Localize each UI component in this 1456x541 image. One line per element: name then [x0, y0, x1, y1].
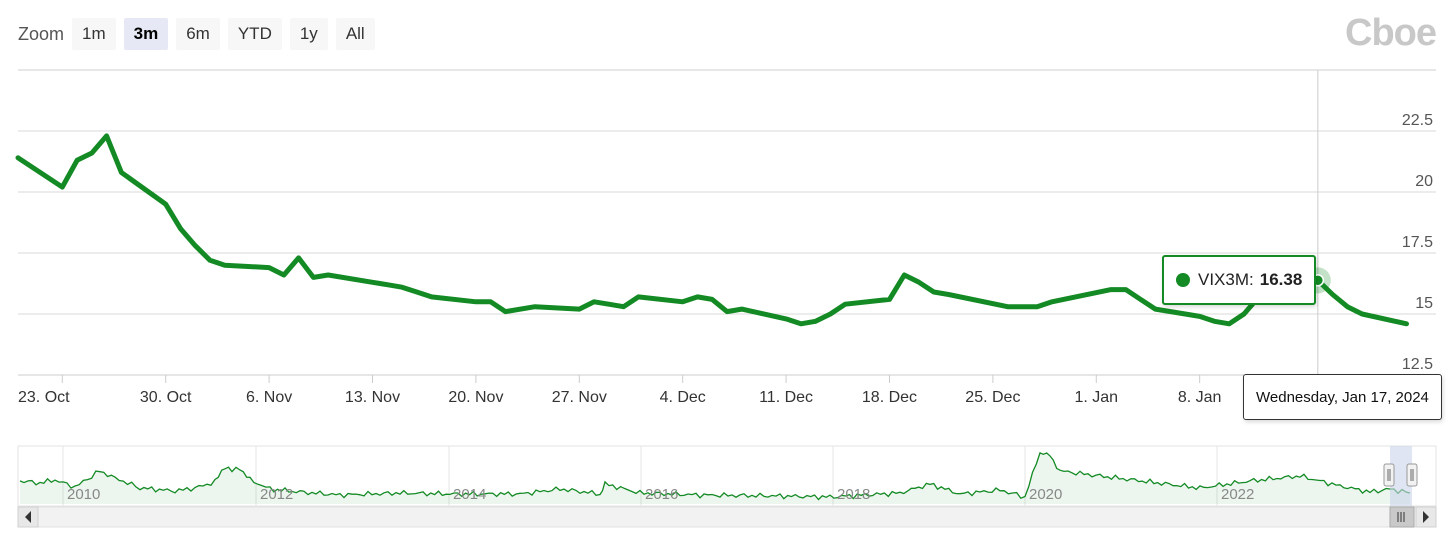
x-axis-ticks: 23. Oct 30. Oct 6. Nov 13. Nov 20. Nov 27. No…	[18, 375, 1221, 406]
navigator-grid	[62, 446, 1218, 506]
zoom-button-6m[interactable]: 6m	[176, 18, 220, 50]
navigator-year-label: 2012	[260, 486, 293, 503]
x-tick-label: 8. Jan	[1178, 389, 1222, 406]
grid-lines	[18, 130, 1436, 376]
series-dot-icon	[1176, 273, 1190, 287]
x-tick-label: 11. Dec	[759, 389, 813, 406]
zoom-button-3m[interactable]: 3m	[123, 18, 169, 50]
x-tick-label: 18. Dec	[862, 389, 917, 406]
navigator-year-label: 2010	[67, 486, 100, 503]
x-tick-label: 23. Oct	[18, 389, 70, 406]
x-tick-label: 30. Oct	[140, 389, 192, 406]
navigator-year-label: 2020	[1029, 486, 1062, 503]
navigator-year-label: 2016	[645, 486, 678, 503]
x-tick-label: 13. Nov	[345, 389, 400, 406]
navigator-year-labels: 2010 2012 2014 2016 2018 2020 2022	[67, 486, 1254, 503]
navigator-series-line	[19, 452, 1411, 501]
scrollbar-right-arrow[interactable]	[1415, 506, 1437, 528]
tooltip-series-name: VIX3M	[1198, 270, 1250, 289]
x-tick-label: 20. Nov	[448, 389, 503, 406]
x-tick-label: 4. Dec	[660, 389, 706, 406]
y-tick-label: 15	[1415, 295, 1433, 312]
navigator-handle-left[interactable]	[1383, 463, 1395, 487]
y-tick-label: 20	[1415, 173, 1433, 190]
y-tick-label: 12.5	[1402, 356, 1433, 373]
y-axis-labels: 12.5 15 17.5 20 22.5	[1402, 112, 1433, 373]
zoom-button-1y[interactable]: 1y	[289, 18, 328, 50]
crosshair-date-label: Wednesday, Jan 17, 2024	[1243, 374, 1442, 420]
series-line-vix3m	[15, 133, 1409, 327]
tooltip-value: 16.38	[1259, 270, 1303, 289]
zoom-button-1m[interactable]: 1m	[72, 18, 116, 50]
zoom-bar: Zoom 1m 3m 6m YTD 1y All	[18, 18, 383, 50]
x-tick-label: 27. Nov	[552, 389, 607, 406]
tooltip-colon: :	[1249, 270, 1254, 289]
zoom-button-all[interactable]: All	[335, 18, 375, 50]
x-tick-label: 1. Jan	[1074, 389, 1118, 406]
navigator-year-label: 2018	[837, 486, 870, 503]
y-tick-label: 17.5	[1402, 234, 1433, 251]
zoom-label: Zoom	[18, 23, 65, 44]
navigator-year-label: 2022	[1221, 486, 1254, 503]
cboe-logo: Cboe	[1345, 12, 1437, 54]
navigator-series-area	[20, 452, 1410, 504]
x-tick-label: 6. Nov	[246, 389, 292, 406]
navigator-selected-range	[1390, 446, 1412, 506]
zoom-button-ytd[interactable]: YTD	[227, 18, 282, 50]
scrollbar-left-arrow[interactable]	[17, 506, 39, 528]
navigator-year-label: 2014	[453, 486, 486, 503]
scrollbar-thumb[interactable]	[1389, 506, 1415, 528]
navigator-handle-right[interactable]	[1406, 463, 1418, 487]
series-tooltip: VIX3M: 16.38	[1162, 255, 1317, 305]
crosshair-date-text: Wednesday, Jan 17, 2024	[1256, 388, 1429, 406]
scrollbar-track	[17, 506, 1437, 528]
y-tick-label: 22.5	[1402, 112, 1433, 129]
x-tick-label: 25. Dec	[965, 389, 1020, 406]
